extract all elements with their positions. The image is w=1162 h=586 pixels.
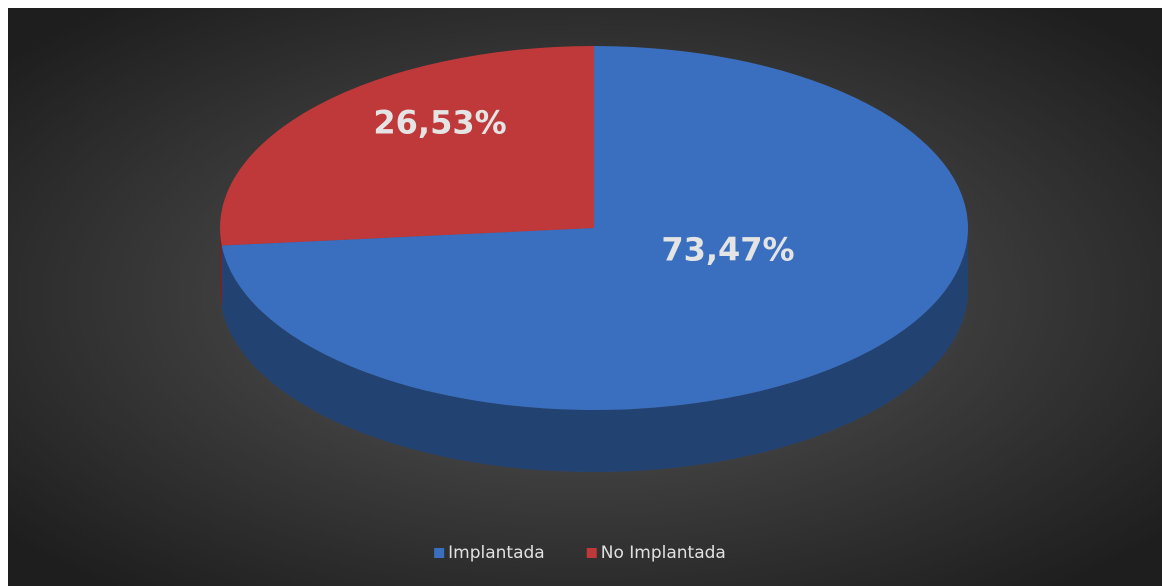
legend-swatch [434,548,445,558]
pie-slice [219,46,594,246]
legend: Implantada No Implantada [434,543,726,563]
pie-slice [221,46,969,410]
pie-side-shade [220,228,222,308]
data-label: 26,53% [373,103,506,141]
pie-side [220,228,222,308]
legend-swatch [586,548,597,558]
pie-side-shade [221,228,969,472]
pie-side [221,228,969,472]
pie: 73,47% 26,53% [219,46,969,472]
legend-label: Implantada [448,543,545,563]
data-label: 73,47% [661,231,794,269]
legend-label: No Implantada [601,543,726,563]
